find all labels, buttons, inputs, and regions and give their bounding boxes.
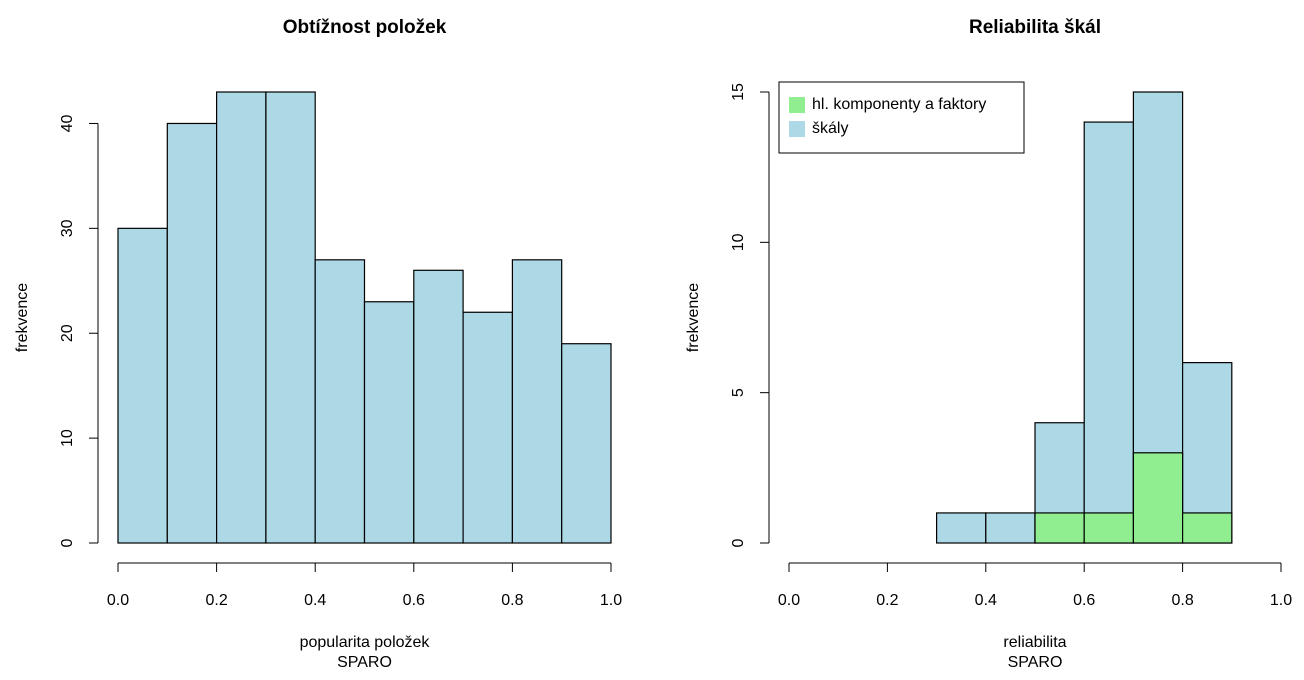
chart-title: Reliabilita škál bbox=[969, 17, 1101, 38]
subtitle: SPARO bbox=[1008, 654, 1063, 671]
y-tick-label: 10 bbox=[730, 233, 747, 251]
subtitle: SPARO bbox=[337, 654, 392, 671]
x-tick-label: 0.2 bbox=[205, 592, 227, 609]
bar bbox=[1034, 512, 1085, 544]
y-tick-label: 10 bbox=[59, 429, 76, 447]
y-axis-title: frekvence bbox=[685, 283, 702, 352]
bar bbox=[561, 343, 612, 544]
y-tick-label: 40 bbox=[59, 114, 76, 132]
x-tick-label: 0.0 bbox=[107, 592, 129, 609]
x-tick-label: 0.6 bbox=[403, 592, 425, 609]
bar bbox=[117, 227, 168, 544]
x-axis-title: popularita položek bbox=[300, 634, 431, 651]
legend-label: hl. komponenty a faktory bbox=[812, 96, 986, 113]
bar bbox=[985, 512, 1036, 544]
legend-swatch bbox=[789, 121, 805, 137]
x-tick-label: 0.8 bbox=[501, 592, 523, 609]
bar bbox=[935, 512, 987, 544]
bar bbox=[413, 269, 464, 544]
legend-label: škály bbox=[812, 120, 848, 137]
bar bbox=[1132, 452, 1184, 544]
bar bbox=[314, 259, 366, 544]
y-tick-label: 5 bbox=[730, 388, 747, 397]
bar bbox=[511, 259, 563, 544]
y-axis-title: frekvence bbox=[14, 283, 31, 352]
bar bbox=[216, 91, 267, 544]
x-axis-title: reliabilita bbox=[1003, 634, 1066, 651]
y-tick-label: 30 bbox=[59, 219, 76, 237]
x-tick-label: 1.0 bbox=[1270, 592, 1292, 609]
x-tick-label: 0.6 bbox=[1073, 592, 1095, 609]
x-tick-label: 1.0 bbox=[600, 592, 622, 609]
x-tick-label: 0.0 bbox=[778, 592, 800, 609]
legend-swatch bbox=[789, 97, 805, 113]
y-tick-label: 15 bbox=[730, 83, 747, 101]
bar bbox=[1083, 512, 1134, 544]
y-tick-label: 0 bbox=[59, 538, 76, 547]
bar bbox=[265, 91, 316, 544]
x-tick-label: 0.2 bbox=[876, 592, 898, 609]
chart-title: Obtížnost položek bbox=[283, 17, 447, 38]
bar bbox=[1083, 121, 1134, 544]
bar bbox=[363, 301, 415, 544]
bar bbox=[1181, 512, 1233, 544]
legend-box bbox=[778, 81, 1025, 154]
x-tick-label: 0.4 bbox=[975, 592, 997, 609]
bar bbox=[462, 311, 514, 544]
y-tick-label: 20 bbox=[59, 324, 76, 342]
x-tick-label: 0.8 bbox=[1171, 592, 1193, 609]
bar bbox=[166, 122, 218, 544]
x-tick-label: 0.4 bbox=[304, 592, 326, 609]
y-tick-label: 0 bbox=[730, 538, 747, 547]
